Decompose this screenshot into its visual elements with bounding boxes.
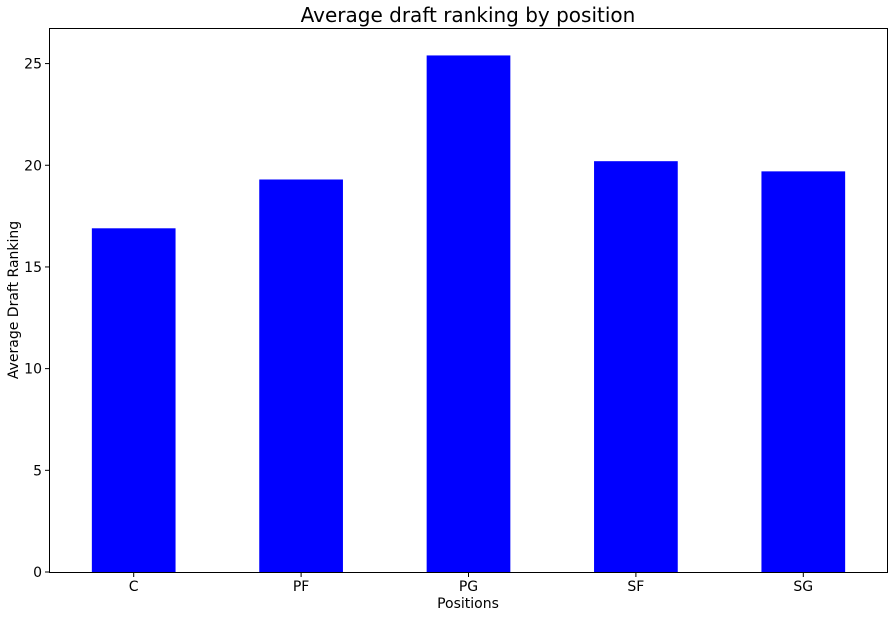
x-axis: C PF PG SF SG [129, 572, 813, 595]
x-tick-label-pf: PF [293, 579, 310, 595]
x-tick-label-sg: SG [793, 579, 813, 595]
y-tick-label-10: 10 [24, 362, 42, 378]
y-tick-label-20: 20 [24, 158, 42, 174]
bar-sg [761, 171, 846, 573]
y-axis: 0 5 10 15 20 25 [24, 57, 50, 581]
chart-title: Average draft ranking by position [301, 3, 636, 27]
bar-pg [426, 55, 511, 572]
y-tick-label-0: 0 [33, 565, 42, 581]
plot-frame [49, 28, 888, 573]
y-tick-label-25: 25 [24, 57, 42, 73]
bar-pf [259, 179, 343, 573]
x-axis-label: Positions [437, 596, 499, 612]
y-tick-label-15: 15 [24, 260, 42, 276]
x-tick-label-pg: PG [459, 579, 478, 595]
y-axis-label: Average Draft Ranking [6, 221, 22, 379]
x-tick-label-c: C [129, 579, 139, 595]
x-tick-label-sf: SF [627, 579, 644, 595]
bar-sf [594, 161, 678, 572]
bars-group [91, 55, 846, 573]
y-tick-label-5: 5 [33, 463, 42, 479]
bar-c [91, 228, 176, 573]
